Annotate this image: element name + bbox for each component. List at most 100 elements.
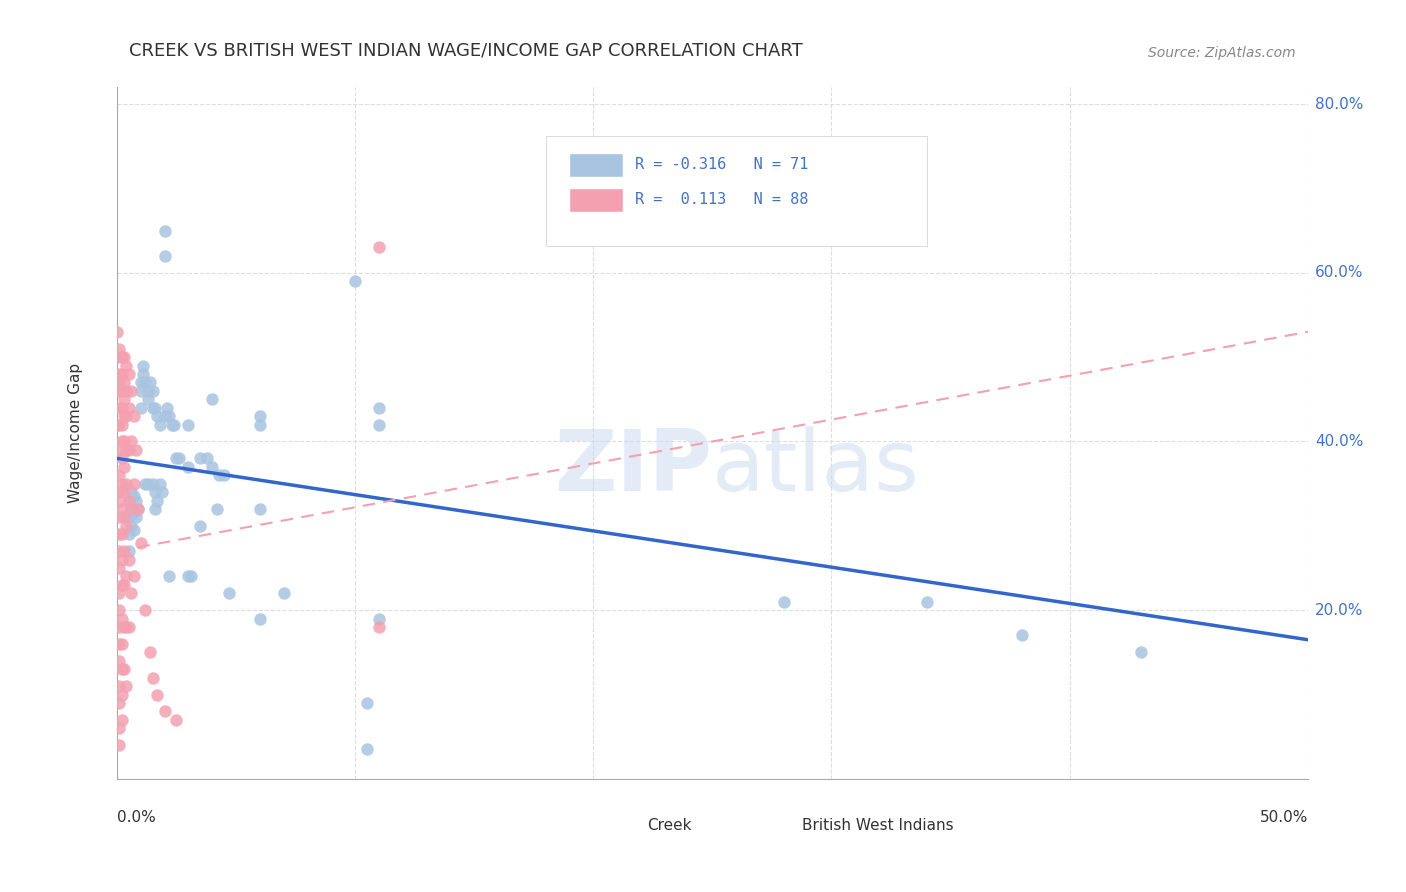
Point <box>212 468 235 483</box>
Point <box>139 376 162 390</box>
Point <box>118 620 141 634</box>
Point <box>115 476 138 491</box>
Text: atlas: atlas <box>713 426 921 509</box>
Text: 0.0%: 0.0% <box>117 810 156 825</box>
Point <box>108 620 131 634</box>
Point <box>111 552 134 566</box>
Point <box>150 485 173 500</box>
Point <box>160 417 183 432</box>
FancyBboxPatch shape <box>569 153 623 178</box>
Point <box>208 468 231 483</box>
Point <box>108 586 131 600</box>
Point <box>115 359 138 373</box>
Point <box>134 476 156 491</box>
Point <box>180 569 202 583</box>
Point <box>356 696 378 710</box>
Point <box>149 476 172 491</box>
Point <box>132 359 155 373</box>
Point <box>115 569 138 583</box>
Point <box>120 485 142 500</box>
Point <box>115 620 138 634</box>
Point <box>122 506 145 520</box>
Text: Wage/Income Gap: Wage/Income Gap <box>67 363 83 503</box>
Point <box>356 742 378 756</box>
Point <box>915 595 938 609</box>
Point <box>139 645 162 659</box>
Point <box>118 401 141 415</box>
Point <box>344 274 367 288</box>
Point <box>146 688 169 702</box>
Point <box>142 401 165 415</box>
Text: 20.0%: 20.0% <box>1315 603 1364 617</box>
Point <box>142 476 165 491</box>
Text: ZIP: ZIP <box>554 426 713 509</box>
Point <box>125 442 148 457</box>
Point <box>142 671 165 685</box>
Point <box>112 409 135 424</box>
Point <box>249 502 271 516</box>
Point <box>205 502 228 516</box>
Point <box>108 485 131 500</box>
FancyBboxPatch shape <box>605 817 641 834</box>
Point <box>108 637 131 651</box>
Point <box>120 502 142 516</box>
Point <box>108 738 131 752</box>
Point <box>122 569 145 583</box>
Point <box>772 595 794 609</box>
Point <box>120 519 142 533</box>
Point <box>105 417 128 432</box>
Point <box>111 637 134 651</box>
Point <box>112 620 135 634</box>
Point <box>143 401 166 415</box>
Point <box>108 384 131 398</box>
Point <box>108 654 131 668</box>
Point <box>177 569 200 583</box>
FancyBboxPatch shape <box>546 136 927 246</box>
Point <box>108 561 131 575</box>
Point <box>108 376 131 390</box>
Point <box>118 552 141 566</box>
Point <box>120 586 142 600</box>
Text: British West Indians: British West Indians <box>801 818 953 833</box>
Point <box>108 367 131 381</box>
Point <box>108 721 131 735</box>
Point <box>1130 645 1153 659</box>
Point <box>249 612 271 626</box>
Point <box>142 384 165 398</box>
Point <box>129 401 152 415</box>
Point <box>149 417 172 432</box>
Point <box>112 578 135 592</box>
Point <box>111 476 134 491</box>
Point <box>136 392 159 407</box>
Point <box>111 401 134 415</box>
Text: 80.0%: 80.0% <box>1315 96 1364 112</box>
Point <box>177 459 200 474</box>
Point <box>108 401 131 415</box>
Text: 40.0%: 40.0% <box>1315 434 1364 449</box>
Point <box>167 451 190 466</box>
Point <box>118 493 141 508</box>
Point <box>122 489 145 503</box>
Point <box>367 612 389 626</box>
Point <box>367 417 389 432</box>
Point <box>111 713 134 727</box>
Point <box>115 442 138 457</box>
Point <box>108 442 131 457</box>
Point <box>111 367 134 381</box>
Point <box>163 417 186 432</box>
Point <box>134 603 156 617</box>
Point <box>112 544 135 558</box>
Point <box>146 493 169 508</box>
Point <box>165 451 187 466</box>
Point <box>197 451 219 466</box>
Point <box>153 249 176 263</box>
Point <box>136 476 159 491</box>
Point <box>108 350 131 364</box>
Point <box>112 392 135 407</box>
Point <box>108 468 131 483</box>
Point <box>112 434 135 449</box>
Point <box>111 451 134 466</box>
Point <box>118 442 141 457</box>
Point <box>112 459 135 474</box>
Point <box>111 350 134 364</box>
